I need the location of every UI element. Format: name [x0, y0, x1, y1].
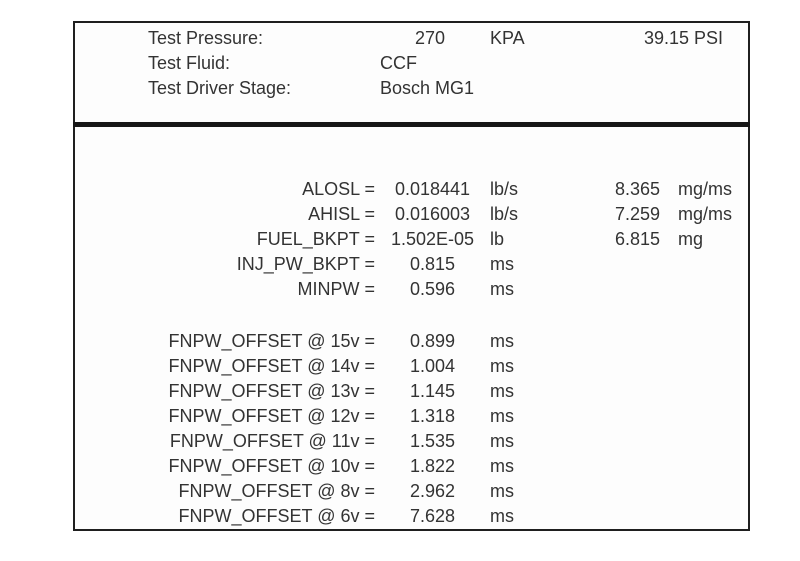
- parameter-value: 0.016003: [394, 204, 471, 224]
- offset-value: 2.962: [409, 481, 456, 501]
- parameter-unit: lb/s: [490, 204, 519, 224]
- offset-unit: ms: [490, 431, 514, 451]
- parameter-value: 0.815: [409, 254, 456, 274]
- offset-row-12v: FNPW_OFFSET @ 12v = 1.318 ms: [75, 404, 748, 429]
- offset-label: FNPW_OFFSET @ 13v =: [168, 381, 375, 401]
- header-row-test-pressure: Test Pressure: 270 KPA 39.15 PSI: [75, 26, 748, 51]
- offset-label: FNPW_OFFSET @ 11v =: [169, 431, 375, 451]
- offset-label: FNPW_OFFSET @ 10v =: [168, 456, 375, 476]
- offset-unit: ms: [490, 456, 514, 476]
- offset-value: 1.535: [409, 431, 456, 451]
- driver-stage-label: Test Driver Stage:: [148, 78, 292, 98]
- parameter-row-inj-pw-bkpt: INJ_PW_BKPT = 0.815 ms: [75, 252, 748, 277]
- parameter-unit: lb/s: [490, 179, 519, 199]
- offset-label: FNPW_OFFSET @ 8v =: [178, 481, 375, 501]
- parameter-value-metric: [600, 252, 660, 277]
- test-fluid-unit: [490, 51, 560, 76]
- offset-unit: ms: [490, 356, 514, 376]
- header-row-test-fluid: Test Fluid: CCF: [75, 51, 748, 76]
- offset-unit: ms: [490, 406, 514, 426]
- test-conditions-section: Test Pressure: 270 KPA 39.15 PSI Test Fl…: [75, 23, 748, 122]
- offset-unit: ms: [490, 331, 514, 351]
- offset-value: 1.318: [409, 406, 456, 426]
- offset-row-10v: FNPW_OFFSET @ 10v = 1.822 ms: [75, 454, 748, 479]
- offset-row-13v: FNPW_OFFSET @ 13v = 1.145 ms: [75, 379, 748, 404]
- parameter-label: ALOSL =: [302, 179, 375, 199]
- offset-value: 1.004: [409, 356, 456, 376]
- parameter-label: MINPW =: [297, 279, 375, 299]
- test-pressure-unit: KPA: [490, 28, 525, 48]
- parameter-row-minpw: MINPW = 0.596 ms: [75, 277, 748, 302]
- section-divider: [73, 122, 750, 127]
- header-row-driver-stage: Test Driver Stage: Bosch MG1: [75, 76, 748, 101]
- parameter-value-metric: 8.365: [614, 179, 660, 199]
- parameter-label: AHISL =: [308, 204, 375, 224]
- test-report-sheet: Test Pressure: 270 KPA 39.15 PSI Test Fl…: [73, 21, 750, 531]
- parameter-unit-metric: [660, 252, 678, 277]
- offset-row-6v: FNPW_OFFSET @ 6v = 7.628 ms: [75, 504, 748, 529]
- parameter-value-metric: 7.259: [614, 204, 660, 224]
- offset-label: FNPW_OFFSET @ 12v =: [168, 406, 375, 426]
- parameter-row-fuel-bkpt: FUEL_BKPT = 1.502E-05 lb 6.815 mg: [75, 227, 748, 252]
- offset-row-8v: FNPW_OFFSET @ 8v = 2.962 ms: [75, 479, 748, 504]
- test-fluid-extra: [560, 51, 748, 76]
- parameter-unit-metric: [660, 277, 678, 302]
- offset-value: 1.822: [409, 456, 456, 476]
- test-fluid-value: CCF: [380, 53, 417, 73]
- driver-stage-value: Bosch MG1: [380, 78, 475, 98]
- parameter-label: INJ_PW_BKPT =: [236, 254, 375, 274]
- offset-unit: ms: [490, 481, 514, 501]
- driver-stage-extra: [560, 76, 748, 101]
- offset-value: 7.628: [409, 506, 456, 526]
- parameter-value-metric: 6.815: [614, 229, 660, 249]
- offset-label: FNPW_OFFSET @ 14v =: [168, 356, 375, 376]
- parameter-unit: ms: [490, 254, 514, 274]
- offset-row-14v: FNPW_OFFSET @ 14v = 1.004 ms: [75, 354, 748, 379]
- offset-value: 0.899: [409, 331, 456, 351]
- results-section: ALOSL = 0.018441 lb/s 8.365 mg/ms AHISL …: [75, 127, 748, 529]
- test-pressure-label: Test Pressure:: [148, 28, 264, 48]
- block-spacer: [75, 302, 748, 329]
- parameter-label: FUEL_BKPT =: [256, 229, 375, 249]
- driver-stage-unit: [490, 76, 560, 101]
- parameter-unit-metric: mg/ms: [678, 204, 732, 224]
- parameter-value: 0.596: [409, 279, 456, 299]
- offset-unit: ms: [490, 381, 514, 401]
- test-pressure-value-cell: 270: [380, 26, 490, 51]
- offset-unit: ms: [490, 506, 514, 526]
- parameter-value: 0.018441: [394, 179, 471, 199]
- offset-value: 1.145: [409, 381, 456, 401]
- test-fluid-label: Test Fluid:: [148, 53, 231, 73]
- parameter-unit: ms: [490, 279, 514, 299]
- parameter-unit-metric: mg: [678, 229, 704, 249]
- offset-row-15v: FNPW_OFFSET @ 15v = 0.899 ms: [75, 329, 748, 354]
- parameter-value: 1.502E-05: [390, 229, 475, 249]
- offset-label: FNPW_OFFSET @ 15v =: [168, 331, 375, 351]
- offset-label: FNPW_OFFSET @ 6v =: [178, 506, 375, 526]
- parameter-row-ahisl: AHISL = 0.016003 lb/s 7.259 mg/ms: [75, 202, 748, 227]
- parameter-unit: lb: [490, 229, 505, 249]
- parameter-unit-metric: mg/ms: [678, 179, 732, 199]
- parameter-value-metric: [600, 277, 660, 302]
- test-pressure-psi: 39.15 PSI: [643, 28, 723, 48]
- offset-row-11v: FNPW_OFFSET @ 11v = 1.535 ms: [75, 429, 748, 454]
- parameter-row-alosl: ALOSL = 0.018441 lb/s 8.365 mg/ms: [75, 177, 748, 202]
- test-pressure-value: 270: [414, 28, 445, 48]
